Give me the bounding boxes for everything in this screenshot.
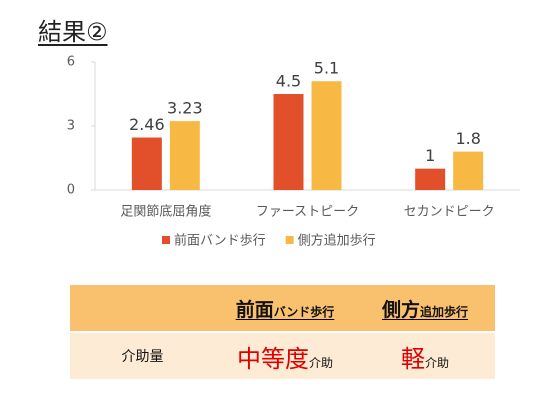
legend-swatch	[285, 236, 294, 244]
x-tick-label: セカンドピーク	[404, 205, 495, 220]
header-cell: 側方追加歩行	[355, 285, 495, 333]
table-row: 介助量 中等度介助 軽介助	[70, 332, 495, 379]
header-cell	[70, 285, 215, 333]
bar	[415, 168, 446, 190]
chart: 0 3 6 足関節底屈角度 2.463.23 ファーストピーク 4.5 5.1 セカンドピーク 1…	[67, 55, 520, 249]
header-text: 側方追加歩行	[381, 298, 469, 321]
data-label: 5.1	[314, 59, 339, 78]
bar	[273, 94, 304, 190]
y-tick-label: 6	[67, 55, 75, 70]
header-cell: 前面バンド歩行	[215, 285, 355, 333]
table-header: 前面バンド歩行 側方追加歩行	[70, 285, 495, 333]
result-table: 前面バンド歩行 側方追加歩行 介助量 中等度介助 軽介助	[70, 285, 495, 379]
row-cell: 中等度介助	[215, 332, 355, 379]
header-text: 前面バンド歩行	[235, 298, 335, 321]
cell-sub: 介助	[308, 355, 333, 370]
bar	[453, 151, 484, 190]
cell-main: 中等度	[236, 344, 309, 373]
data-label: 3.23	[167, 99, 203, 118]
y-tick-label: 3	[67, 119, 75, 134]
data-label: 4.5	[276, 72, 301, 91]
row-cell: 軽介助	[355, 332, 495, 379]
header-main: 側方	[381, 298, 420, 321]
row-label: 介助量	[70, 332, 215, 379]
legend-label: 側方追加歩行	[298, 233, 376, 249]
y-tick-label: 0	[67, 183, 75, 198]
slide-title: 結果②	[38, 18, 108, 46]
x-tick-label: 足関節底屈角度	[120, 204, 211, 220]
header-sub: バンド歩行	[273, 304, 335, 319]
data-label: 1	[425, 146, 435, 165]
x-tick-label: ファーストピーク	[256, 205, 359, 220]
cell-main: 軽	[400, 344, 425, 373]
legend-label: 前面バンド歩行	[174, 233, 266, 249]
header-main: 前面	[235, 298, 274, 321]
data-label: 2.46	[129, 115, 165, 134]
cell-sub: 介助	[424, 355, 449, 370]
bar	[131, 137, 162, 190]
bar	[311, 81, 342, 190]
data-label: 1.8	[455, 129, 480, 148]
bar	[169, 121, 200, 190]
header-sub: 追加歩行	[420, 304, 469, 319]
legend-swatch	[162, 236, 170, 244]
